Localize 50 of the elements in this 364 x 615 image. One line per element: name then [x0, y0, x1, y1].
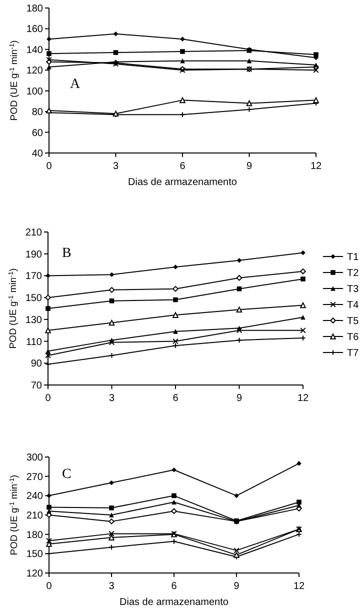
y-tick-label: 130 — [25, 314, 42, 326]
y-tick-label: 210 — [26, 510, 44, 522]
annotation: C — [62, 467, 72, 482]
legend-label: T1 — [347, 252, 360, 263]
legend-label: T3 — [347, 284, 360, 295]
y-tick-label: 150 — [25, 293, 42, 304]
x-tick-label: 9 — [246, 161, 252, 172]
x-tick-label: 0 — [46, 161, 52, 172]
y-tick-label: 90 — [30, 358, 42, 370]
y-tick-label: 60 — [32, 128, 44, 139]
y-tick-label: 80 — [32, 107, 44, 118]
legend-label: T5 — [347, 316, 360, 327]
x-tick-label: 6 — [172, 393, 179, 404]
y-tick-label: 180 — [26, 530, 44, 541]
y-tick-label: 160 — [26, 24, 44, 36]
x-tick-label: 3 — [108, 393, 115, 404]
y-tick-label: 240 — [26, 491, 44, 502]
x-axis-title: Dias de armazenamento — [120, 597, 229, 608]
y-tick-label: 110 — [26, 336, 42, 348]
y-tick-label: 270 — [26, 472, 44, 483]
x-tick-label: 3 — [108, 581, 115, 592]
y-tick-label: 100 — [26, 86, 44, 98]
y-tick-label: 180 — [26, 4, 44, 14]
y-tick-label: 70 — [30, 380, 42, 392]
y-tick-label: 190 — [25, 249, 42, 260]
x-tick-label: 0 — [46, 581, 52, 592]
y-tick-label: 140 — [26, 44, 44, 56]
y-tick-label: 150 — [26, 549, 44, 560]
y-tick-label: 120 — [26, 568, 44, 580]
x-axis-title: Dias de armazenamento — [128, 177, 238, 188]
x-tick-label: 12 — [297, 393, 309, 404]
y-tick-label: 170 — [25, 271, 42, 282]
annotation: A — [70, 77, 81, 92]
x-tick-label: 0 — [45, 393, 52, 404]
x-tick-label: 12 — [310, 161, 322, 172]
x-tick-label: 6 — [171, 581, 178, 592]
x-tick-label: 3 — [112, 161, 119, 172]
y-tick-label: 210 — [25, 228, 42, 238]
legend-label: T2 — [347, 268, 360, 279]
x-tick-label: 9 — [236, 393, 242, 404]
legend-label: T6 — [347, 332, 360, 343]
x-tick-label: 6 — [180, 161, 186, 172]
x-tick-label: 12 — [293, 581, 305, 592]
y-tick-label: 120 — [26, 66, 44, 77]
y-tick-label: 40 — [32, 148, 44, 160]
x-tick-label: 9 — [234, 581, 240, 592]
annotation: B — [62, 246, 72, 261]
legend-label: T4 — [347, 300, 360, 311]
legend-label: T7 — [347, 348, 360, 359]
y-tick-label: 300 — [26, 452, 44, 464]
